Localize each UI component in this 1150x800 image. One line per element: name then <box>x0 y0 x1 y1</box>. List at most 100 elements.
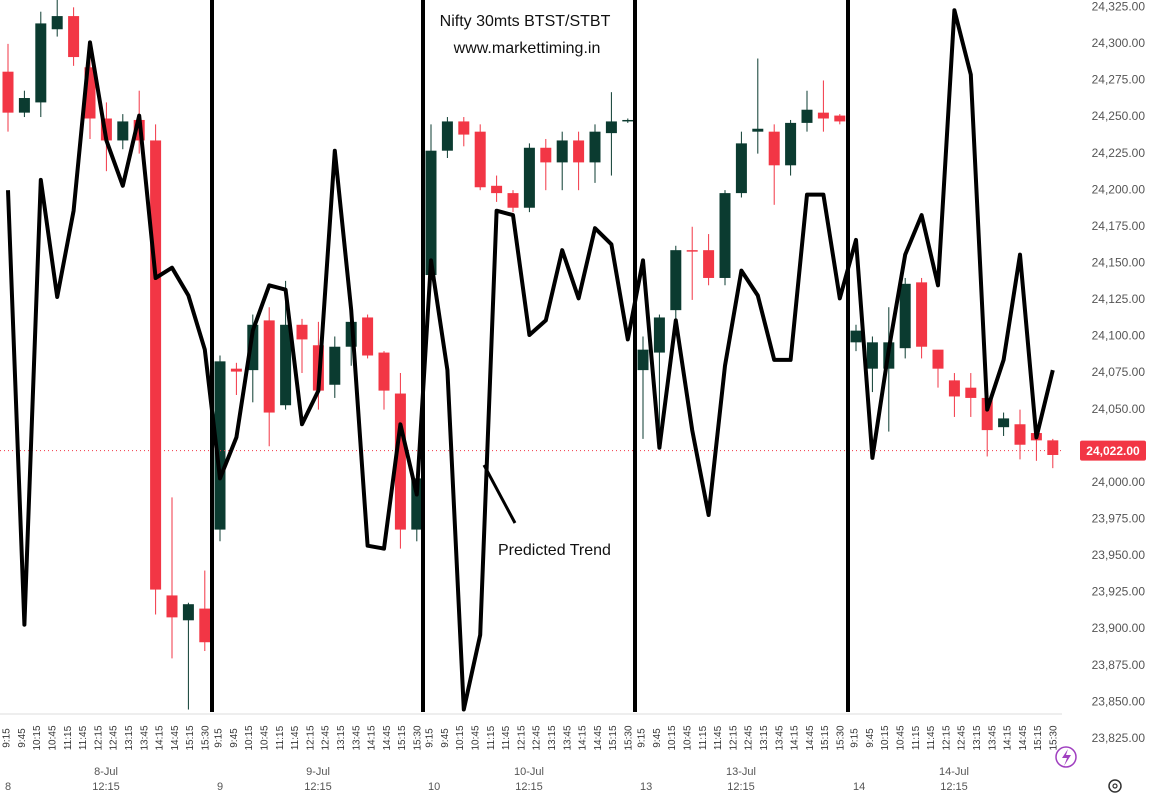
y-tick-label: 24,000.00 <box>1092 475 1146 489</box>
y-tick-label: 24,225.00 <box>1092 146 1146 160</box>
x-tick-label: 11:45 <box>78 725 89 750</box>
candle-body <box>866 342 878 369</box>
chart-title: Nifty 30mts BTST/STBT <box>440 13 611 30</box>
candle-body <box>394 393 406 530</box>
y-tick-label: 23,900.00 <box>1092 621 1146 635</box>
icon-flash[interactable] <box>1055 746 1077 768</box>
candle-body <box>247 324 259 371</box>
x-tick-label: 9:45 <box>229 728 240 748</box>
x-tick-label: 13:15 <box>124 725 135 750</box>
x-tick-label: 9:45 <box>865 728 876 748</box>
y-tick-label: 24,125.00 <box>1092 292 1146 306</box>
x-tick-label: 15:30 <box>413 725 424 750</box>
x-tick-label: 12:15 <box>93 725 104 750</box>
candle-body <box>540 147 552 163</box>
x-tick-label: 9:45 <box>652 728 663 748</box>
candle-body <box>670 250 682 311</box>
x-tick-label: 11:15 <box>275 725 286 750</box>
y-tick-label: 23,975.00 <box>1092 512 1146 526</box>
x-tick-label: 12:45 <box>744 725 755 750</box>
x-tick-label: 15:15 <box>1033 725 1044 750</box>
x-tick-label: 12:45 <box>957 725 968 750</box>
candle-body <box>182 604 194 621</box>
candle-body <box>916 282 928 347</box>
x-tick-label: 14:15 <box>367 725 378 750</box>
x-tick-label: 9:15 <box>214 728 225 748</box>
day-label: 13-Jul <box>726 766 756 778</box>
candle-body <box>703 250 715 278</box>
predicted-trend-line <box>6 8 1055 712</box>
x-tick-label: 14:15 <box>578 725 589 750</box>
x-tick-label: 10:15 <box>667 725 678 750</box>
y-tick-label: 24,325.00 <box>1092 0 1146 13</box>
x-tick-label: 10:45 <box>48 725 59 750</box>
x-tick-label: 10:15 <box>880 725 891 750</box>
day-number: 10 <box>428 781 440 793</box>
day-number: 14 <box>853 781 865 793</box>
x-tick-label: 11:45 <box>501 725 512 750</box>
candle-body <box>51 16 63 30</box>
y-tick-label: 24,300.00 <box>1092 36 1146 50</box>
x-tick-label: 11:15 <box>698 725 709 750</box>
y-tick-label: 23,850.00 <box>1092 694 1146 708</box>
last-price-label: 24,022.00 <box>1086 444 1140 458</box>
candle-body <box>150 140 162 590</box>
x-tick-label: 11:15 <box>486 725 497 750</box>
y-tick-label: 24,275.00 <box>1092 73 1146 87</box>
y-tick-label: 23,950.00 <box>1092 548 1146 562</box>
x-tick-label: 15:15 <box>820 725 831 750</box>
x-tick-label: 14:15 <box>790 725 801 750</box>
candle-body <box>785 122 797 166</box>
x-tick-label: 10:15 <box>244 725 255 750</box>
day-label: 10-Jul <box>514 766 544 778</box>
midday-label: 12:15 <box>940 781 968 793</box>
candle-body <box>752 128 764 132</box>
candle-body <box>507 193 519 208</box>
y-tick-label: 24,075.00 <box>1092 365 1146 379</box>
candle-body <box>948 380 960 397</box>
x-tick-label: 13:45 <box>562 725 573 750</box>
x-tick-label: 9:15 <box>2 728 13 748</box>
y-tick-label: 23,925.00 <box>1092 585 1146 599</box>
candle-body <box>686 250 698 252</box>
icon-flash-bolt <box>1062 749 1071 766</box>
candle-body <box>425 150 437 276</box>
candle-body <box>117 121 129 141</box>
x-tick-label: 9:15 <box>425 728 436 748</box>
candle-body <box>899 283 911 349</box>
x-tick-label: 12:45 <box>109 725 120 750</box>
x-tick-label: 10:45 <box>896 725 907 750</box>
candle-body <box>817 112 829 119</box>
x-tick-label: 9:45 <box>440 728 451 748</box>
candle-body <box>230 368 242 372</box>
candle-body <box>573 140 585 163</box>
candle-body <box>998 418 1010 428</box>
candle-body <box>68 16 80 58</box>
x-tick-label: 14:45 <box>382 725 393 750</box>
x-tick-label: 15:15 <box>608 725 619 750</box>
y-tick-label: 24,150.00 <box>1092 256 1146 270</box>
x-tick-label: 11:45 <box>713 725 724 750</box>
x-tick-label: 10:45 <box>683 725 694 750</box>
x-tick-label: 11:15 <box>911 725 922 750</box>
y-tick-label: 24,200.00 <box>1092 182 1146 196</box>
icon-settings-hub <box>1112 783 1118 789</box>
candle-body <box>801 109 813 123</box>
candle-body <box>2 71 14 113</box>
day-label: 9-Jul <box>306 766 330 778</box>
x-tick-label: 13:45 <box>987 725 998 750</box>
candle-body <box>362 317 374 356</box>
icon-settings[interactable] <box>1108 779 1122 793</box>
candle-body <box>35 23 47 103</box>
x-tick-label: 10:45 <box>471 725 482 750</box>
day-label: 8-Jul <box>94 766 118 778</box>
candle-body <box>263 320 275 413</box>
candle-body <box>199 608 211 643</box>
candle-body <box>965 387 977 398</box>
midday-label: 12:15 <box>727 781 755 793</box>
candle-body <box>653 317 665 353</box>
x-tick-label: 14:45 <box>805 725 816 750</box>
x-tick-label: 12:45 <box>321 725 332 750</box>
